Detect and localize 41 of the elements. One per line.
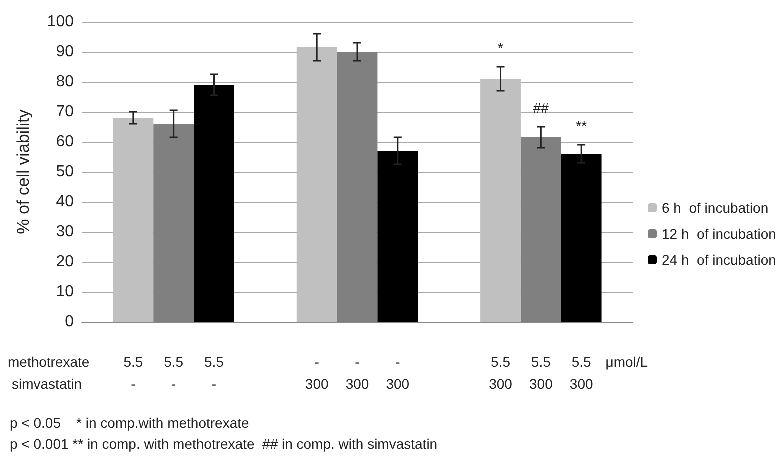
text: p < 0.001 ** in comp. with methotrexate ## in comp. with simvastatin: [10, 436, 438, 452]
text: -: [396, 354, 401, 370]
text: 5.5: [491, 354, 511, 370]
y-tick-label: 30: [56, 224, 74, 240]
text: 5.5: [124, 354, 144, 370]
y-tick-label: 40: [56, 194, 74, 210]
legend-label: 24 h of incubation: [662, 252, 776, 268]
y-tick-label: 70: [56, 104, 74, 120]
y-tick-label: 10: [56, 284, 74, 300]
legend-label: 6 h of incubation: [662, 200, 769, 216]
text: 300: [570, 376, 594, 392]
y-tick-label: 90: [56, 44, 74, 60]
text: 300: [305, 376, 329, 392]
text: -: [355, 354, 360, 370]
text: 300: [529, 376, 554, 392]
text: 300: [489, 376, 513, 392]
text: 300: [346, 376, 370, 392]
legend-label: 12 h of incubation: [662, 226, 776, 242]
text: μmol/L: [606, 354, 648, 370]
y-tick-label: 100: [47, 14, 74, 30]
y-axis-title: % of cell viability: [14, 109, 33, 234]
data-label: *: [498, 40, 504, 56]
text: 5.5: [531, 354, 552, 370]
y-tick-label: 50: [56, 164, 74, 180]
text: simvastatin: [12, 376, 82, 392]
y-tick-label: 0: [65, 314, 74, 330]
y-tick-label: 80: [56, 74, 74, 90]
text: 5.5: [204, 354, 224, 370]
text: 5.5: [572, 354, 592, 370]
text: -: [314, 354, 320, 370]
text: -: [131, 376, 136, 392]
y-tick-label: 20: [56, 254, 74, 270]
text: p < 0.05 * in comp.with methotrexate: [10, 415, 250, 431]
text: 300: [386, 376, 410, 392]
y-tick-label: 60: [56, 134, 74, 150]
data-label: **: [576, 118, 588, 134]
text: -: [171, 376, 176, 392]
text: -: [212, 376, 217, 392]
data-label: ##: [533, 100, 550, 116]
text: methotrexate: [8, 354, 90, 370]
text: 5.5: [164, 354, 184, 370]
